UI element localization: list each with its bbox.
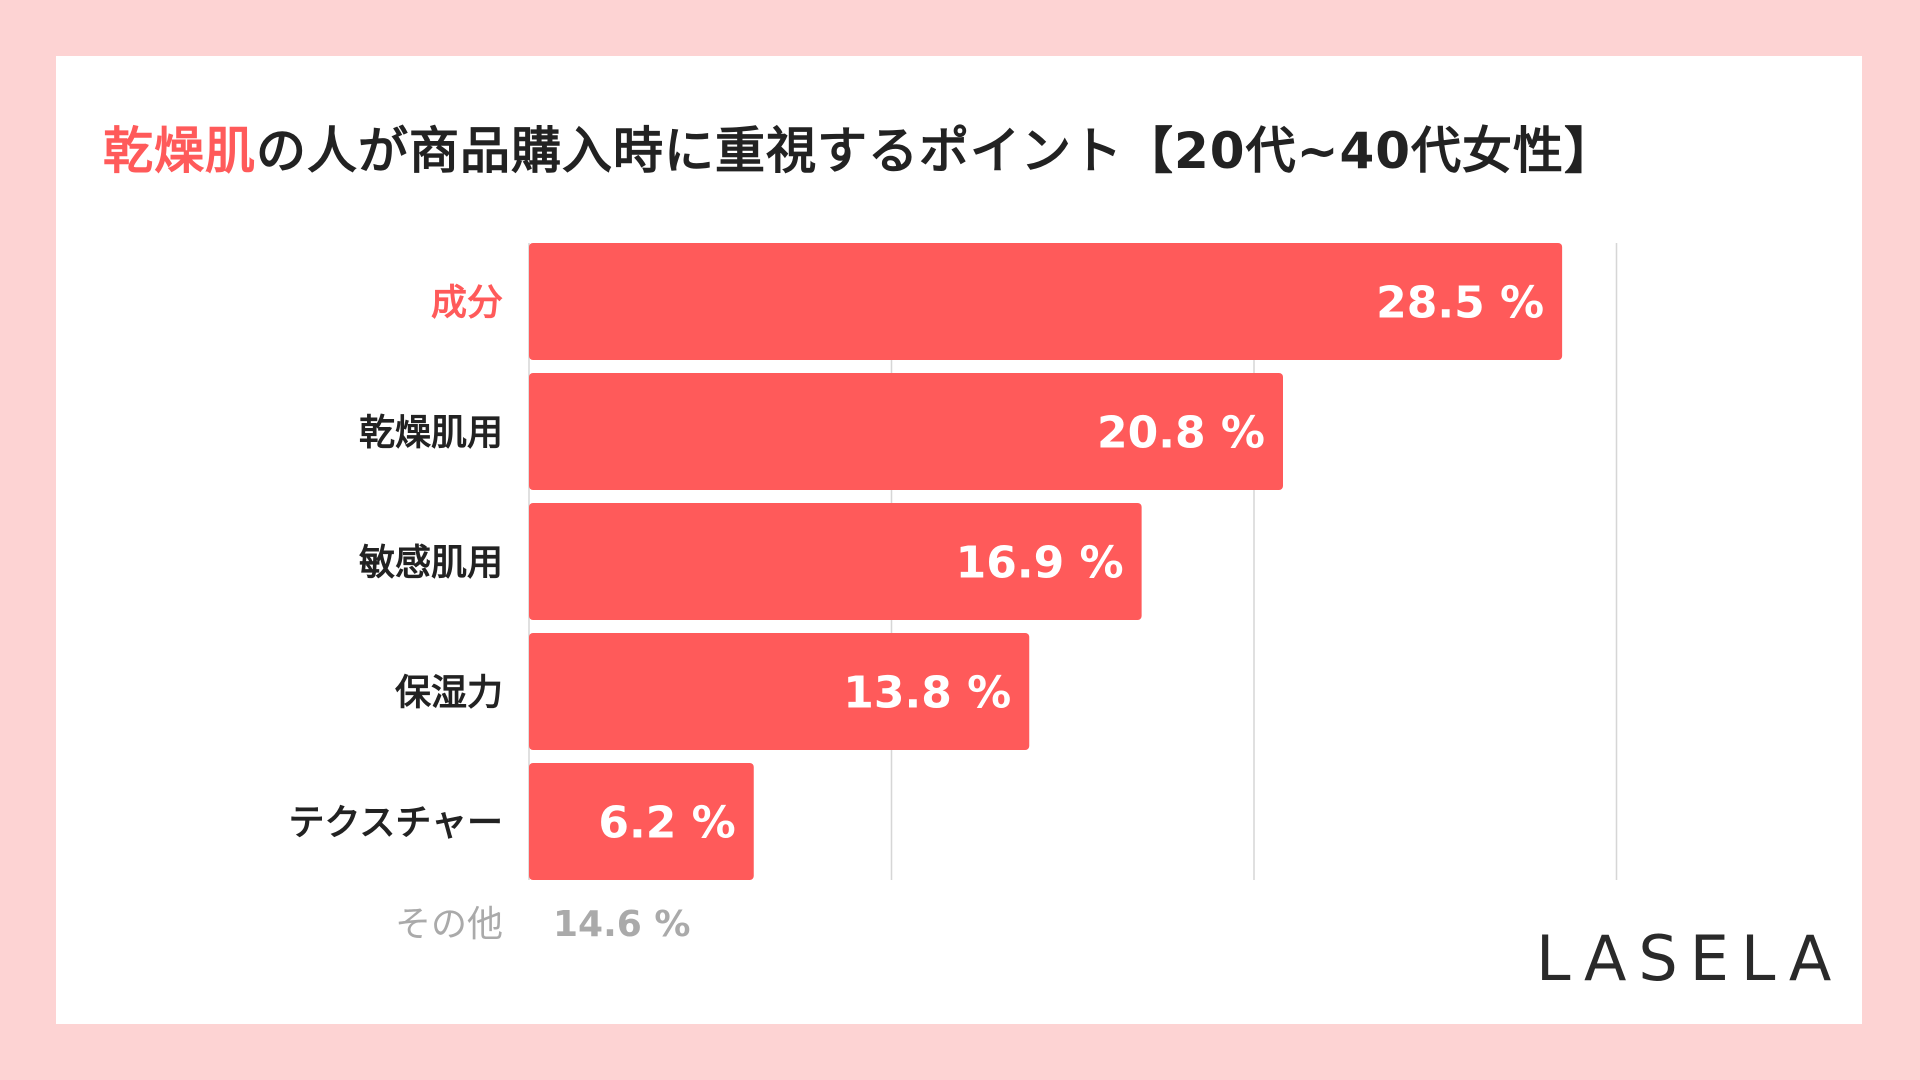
bar-2 — [529, 373, 1283, 490]
category-label-3: 敏感肌用 — [359, 543, 503, 584]
other-label: その他 — [395, 904, 503, 945]
other-value-label: 14.6 % — [553, 904, 690, 945]
category-label-5: テクスチャー — [288, 803, 503, 844]
bar-value-label-4: 13.8 % — [843, 668, 1011, 719]
bar-5 — [529, 763, 754, 880]
category-label-4: 保湿力 — [395, 673, 503, 714]
title-rest: の人が商品購入時に重視するポイント【20代~40代女性】 — [256, 122, 1616, 180]
bar-value-label-5: 6.2 % — [598, 798, 735, 849]
bar-3 — [529, 503, 1142, 620]
title-highlight: 乾燥肌 — [103, 122, 256, 180]
bar-value-label-1: 28.5 % — [1376, 278, 1544, 329]
category-label-2: 乾燥肌用 — [359, 413, 503, 454]
bar-value-label-3: 16.9 % — [956, 538, 1124, 589]
bar-value-label-2: 20.8 % — [1097, 408, 1265, 459]
bar-chart: 28.5 % 成分 20.8 % 乾燥肌用 16.9 % 敏感肌用 13.8 % 保湿力 6.2… — [288, 243, 1618, 945]
chart-card: 乾燥肌の人が商品購入時に重視するポイント【20代~40代女性】 28.5 % 成分… — [56, 56, 1862, 1024]
bar-1 — [529, 243, 1563, 360]
lasela-logo: LASELA — [1536, 922, 1844, 995]
category-label-1: 成分 — [431, 283, 503, 324]
chart-title: 乾燥肌の人が商品購入時に重視するポイント【20代~40代女性】 — [103, 111, 1615, 183]
bar-4 — [529, 633, 1030, 750]
